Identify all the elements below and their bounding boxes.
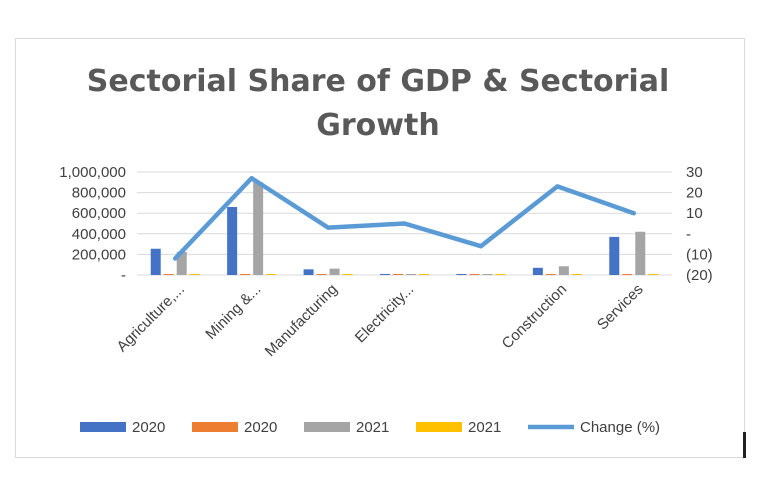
bar-2021-6 bbox=[635, 231, 646, 275]
chart-frame bbox=[15, 38, 745, 458]
legend-label: 2021 bbox=[356, 419, 389, 436]
bar-2020-1 bbox=[227, 207, 238, 275]
bar-2021-4 bbox=[482, 274, 493, 275]
y-left-tick-label: - bbox=[121, 267, 126, 284]
bar-2020-1 bbox=[240, 274, 251, 275]
x-category-label: Construction bbox=[499, 281, 571, 353]
chart-title-line-1: Sectorial Share of GDP & Sectorial bbox=[87, 64, 670, 99]
bar-2021-0 bbox=[189, 274, 200, 275]
bar-2020-0 bbox=[150, 248, 161, 275]
y-left-tick-label: 200,000 bbox=[72, 246, 126, 263]
bar-2021-4 bbox=[495, 274, 506, 275]
bar-2020-0 bbox=[163, 274, 174, 275]
y-left-tick-label: 600,000 bbox=[72, 205, 126, 222]
x-category-label: Electricity... bbox=[352, 281, 417, 346]
line-series bbox=[172, 175, 637, 261]
edge-divider bbox=[743, 432, 746, 458]
bar-series bbox=[150, 182, 659, 275]
chart-title: Sectorial Share of GDP & Sectorial Growt… bbox=[87, 64, 670, 143]
x-axis-categories: Agriculture,... Mining &...Manufacturing E… bbox=[114, 281, 647, 360]
chart-title-line-2: Growth bbox=[316, 108, 439, 143]
legend-label: Change (%) bbox=[580, 419, 660, 436]
line-change-pct bbox=[172, 175, 637, 261]
bar-2020-5 bbox=[545, 274, 556, 275]
bar-2021-1 bbox=[266, 274, 277, 275]
bar-2020-4 bbox=[469, 274, 480, 275]
bar-2020-2 bbox=[303, 269, 314, 275]
legend: 2020 2020 2021 2021 Change (%) bbox=[80, 419, 660, 436]
gridlines bbox=[137, 171, 672, 276]
x-category-label: Services bbox=[594, 281, 647, 334]
y-right-tick-label: (10) bbox=[686, 246, 713, 263]
legend-swatch bbox=[304, 422, 350, 432]
y-right-tick-label: 30 bbox=[686, 164, 703, 181]
bar-2021-2 bbox=[329, 268, 340, 275]
y-axis-right: (20) (10) - 10 20 30 bbox=[686, 164, 713, 284]
legend-swatch bbox=[192, 422, 238, 432]
bar-2020-6 bbox=[609, 236, 620, 275]
y-left-tick-label: 800,000 bbox=[72, 185, 126, 202]
legend-label: 2020 bbox=[244, 419, 277, 436]
bar-2020-4 bbox=[456, 274, 467, 275]
bar-2021-6 bbox=[648, 274, 659, 275]
y-right-tick-label: 20 bbox=[686, 185, 703, 202]
legend-label: 2021 bbox=[468, 419, 501, 436]
bar-2020-3 bbox=[380, 274, 390, 275]
legend-swatch bbox=[416, 422, 462, 432]
x-category-label: Agriculture,... bbox=[114, 281, 189, 356]
bar-2021-3 bbox=[406, 274, 416, 275]
y-right-tick-label: - bbox=[686, 226, 691, 243]
bar-2020-3 bbox=[393, 274, 403, 275]
y-right-tick-label: 10 bbox=[686, 205, 703, 222]
x-category-label: Manufacturing bbox=[262, 281, 341, 360]
x-category-label: Mining &... bbox=[202, 281, 264, 343]
bar-2020-2 bbox=[316, 274, 327, 275]
y-left-tick-label: 1,000,000 bbox=[59, 164, 126, 181]
legend-swatch bbox=[80, 422, 126, 432]
bar-2021-1 bbox=[253, 182, 264, 275]
legend-label: 2020 bbox=[132, 419, 165, 436]
y-left-tick-label: 400,000 bbox=[72, 226, 126, 243]
y-right-tick-label: (20) bbox=[686, 267, 713, 284]
bar-2021-5 bbox=[571, 274, 582, 275]
bar-2020-5 bbox=[532, 267, 543, 275]
bar-2021-0 bbox=[176, 251, 187, 275]
bar-2021-2 bbox=[342, 274, 353, 275]
bar-2020-6 bbox=[622, 274, 633, 275]
bar-2021-5 bbox=[558, 266, 569, 275]
y-axis-left: - 200,000 400,000 600,000 800,000 1,000,000 bbox=[59, 164, 126, 284]
bar-2021-3 bbox=[419, 274, 429, 275]
